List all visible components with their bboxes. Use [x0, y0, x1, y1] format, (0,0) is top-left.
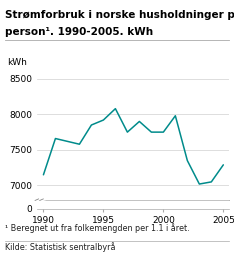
Text: person¹. 1990-2005. kWh: person¹. 1990-2005. kWh: [5, 27, 153, 37]
Text: kWh: kWh: [7, 58, 27, 67]
Text: ¹ Beregnet ut fra folkemengden per 1.1 i året.: ¹ Beregnet ut fra folkemengden per 1.1 i…: [5, 223, 189, 233]
Text: Kilde: Statistisk sentralbyrå: Kilde: Statistisk sentralbyrå: [5, 242, 115, 252]
Text: Strømforbruk i norske husholdninger per: Strømforbruk i norske husholdninger per: [5, 10, 234, 20]
